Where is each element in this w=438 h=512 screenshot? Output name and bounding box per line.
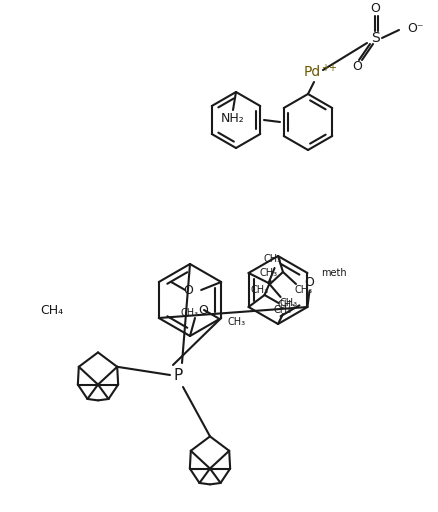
Text: Pd: Pd xyxy=(304,65,321,79)
Text: CH₃: CH₃ xyxy=(251,285,269,295)
Text: CH₃: CH₃ xyxy=(295,285,313,295)
Text: P: P xyxy=(173,368,183,382)
Text: CH₃: CH₃ xyxy=(228,317,246,327)
Text: CH₄: CH₄ xyxy=(40,304,64,316)
Text: O⁻: O⁻ xyxy=(407,22,424,34)
Text: O: O xyxy=(352,59,362,73)
Text: CH₃: CH₃ xyxy=(181,308,199,318)
Text: O: O xyxy=(304,275,314,288)
Text: CH₃: CH₃ xyxy=(259,268,278,278)
Text: CH₃: CH₃ xyxy=(264,254,282,264)
Text: CH₃: CH₃ xyxy=(274,305,292,315)
Text: CH₃: CH₃ xyxy=(278,300,296,310)
Text: NH₂: NH₂ xyxy=(221,113,245,125)
Text: meth: meth xyxy=(321,268,347,278)
Text: O: O xyxy=(183,284,193,296)
Text: O: O xyxy=(198,304,208,316)
Text: O: O xyxy=(370,3,380,15)
Text: CH₃: CH₃ xyxy=(279,298,297,308)
Text: S: S xyxy=(371,31,379,45)
Text: ++: ++ xyxy=(321,63,337,73)
